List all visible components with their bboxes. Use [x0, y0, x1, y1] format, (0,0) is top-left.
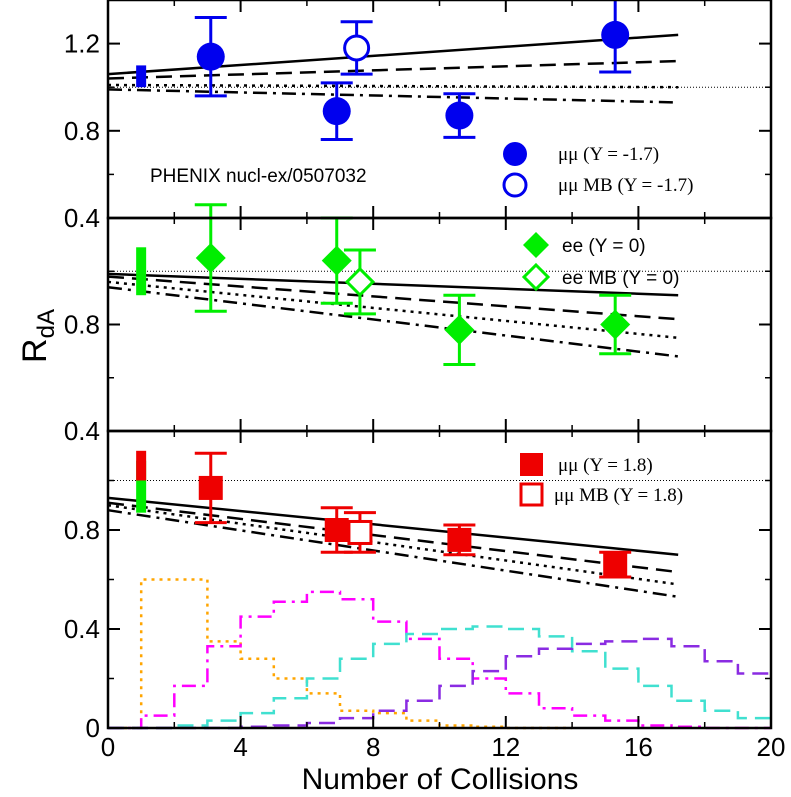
legend-marker-mumu-square-filled	[520, 453, 543, 476]
histogram-layer	[108, 578, 771, 730]
systematic-bar-middle-0	[136, 247, 147, 296]
legend-marker-ee-open	[521, 262, 551, 292]
legend-label-ee-mb: ee MB (Y = 0)	[562, 268, 679, 289]
svg-text:RdA: RdA	[16, 309, 60, 363]
legend-marker-mumu-square-open	[519, 482, 544, 507]
y-tick-label-bottom-0: 0	[86, 713, 100, 743]
data-point-bottom-s0-p1	[324, 518, 349, 542]
legend-marker-ee-filled	[523, 232, 549, 258]
model-curve-top-solid-0	[107, 33, 679, 76]
model-curve-bottom-dashed-1	[107, 501, 679, 574]
y-axis-title-main: R	[16, 338, 54, 363]
annotation-phenix: PHENIX nucl-ex/0507032	[150, 166, 367, 187]
legend-bottom: μμ (Y = 1.8) μμ MB (Y = 1.8)	[519, 453, 683, 507]
data-point-top-s0-p2	[445, 101, 474, 130]
y-tick-label-top-0: 0.4	[64, 203, 100, 233]
legend-marker-mumu-open	[502, 172, 528, 198]
legend-top: μμ (Y = -1.7) μμ MB (Y = -1.7)	[502, 142, 693, 198]
legend-middle: ee (Y = 0) ee MB (Y = 0)	[521, 232, 679, 292]
x-tick-label-1: 4	[233, 732, 247, 762]
systematic-bar-top-0	[136, 65, 147, 88]
data-point-bottom-s0-p0	[198, 475, 223, 500]
y-tick-label-top-1: 0.8	[64, 116, 100, 146]
data-markers	[195, 20, 631, 577]
y-tick-label-bottom-1: 0.4	[64, 614, 100, 644]
model-curve-middle-solid-0	[107, 272, 679, 297]
data-point-bottom-s1-p0	[347, 519, 373, 545]
y-axis-title-sub: dA	[33, 309, 60, 338]
model-curve-top-dashdot-3	[107, 88, 679, 104]
data-point-top-s1-p0	[343, 34, 371, 62]
model-curve-bottom-dotted-2	[107, 504, 679, 586]
data-point-middle-s0-p1	[321, 245, 352, 276]
panel-frame-bottom	[106, 429, 773, 730]
legend-label-mumu: μμ (Y = -1.7)	[558, 144, 659, 165]
legend-marker-mumu-filled	[503, 142, 527, 166]
panel-frames	[106, 0, 773, 730]
model-curves	[107, 33, 679, 599]
data-point-middle-s0-p3	[600, 309, 631, 340]
data-point-top-s0-p3	[601, 20, 630, 49]
systematic-bar-bottom-1	[136, 450, 147, 481]
legend-label-mumu-y18: μμ (Y = 1.8)	[558, 455, 653, 476]
data-point-middle-s0-p0	[195, 242, 226, 273]
x-tick-label-0: 0	[101, 732, 115, 762]
model-curve-bottom-solid-0	[107, 496, 679, 556]
model-curve-bottom-dashdot-3	[107, 508, 679, 599]
data-point-middle-s0-p2	[444, 314, 475, 345]
y-tick-label-top-2: 1.2	[64, 29, 100, 59]
y-axis-title: RdA	[16, 309, 60, 363]
data-point-top-s0-p1	[322, 97, 351, 126]
x-tick-label-3: 12	[491, 732, 520, 762]
legend-label-ee: ee (Y = 0)	[562, 236, 646, 257]
legend-label-mumu-mb: μμ MB (Y = -1.7)	[558, 175, 693, 196]
systematic-bar-bottom-0	[136, 460, 147, 513]
x-tick-label-2: 8	[366, 732, 380, 762]
histogram-bottom-1	[108, 590, 771, 730]
systematic-bars	[136, 65, 147, 513]
model-curve-middle-dashdot-3	[107, 285, 679, 358]
legend-label-mumu-mb-y18: μμ MB (Y = 1.8)	[554, 485, 683, 506]
data-point-top-s0-p0	[196, 42, 225, 71]
y-tick-label-middle-0: 0.4	[64, 416, 100, 446]
histogram-bottom-0	[108, 578, 573, 730]
model-curve-top-dashed-1	[107, 59, 679, 80]
x-tick-label-5: 20	[757, 732, 786, 762]
x-tick-label-4: 16	[624, 732, 653, 762]
y-tick-label-bottom-2: 0.8	[64, 515, 100, 545]
data-point-bottom-s0-p3	[603, 552, 628, 577]
data-point-bottom-s0-p2	[447, 527, 472, 552]
y-tick-label-middle-1: 0.8	[64, 310, 100, 340]
x-axis-title: Number of Collisions	[302, 763, 579, 796]
data-point-middle-s1-p0	[344, 266, 376, 298]
model-curve-middle-dotted-2	[107, 280, 679, 340]
histogram-bottom-3	[108, 637, 771, 730]
axis-ticks: 0.4 0.8 1.2 0.4 0.8 0 0.4 0.8 0 4 8 12 16 20	[64, 0, 786, 762]
